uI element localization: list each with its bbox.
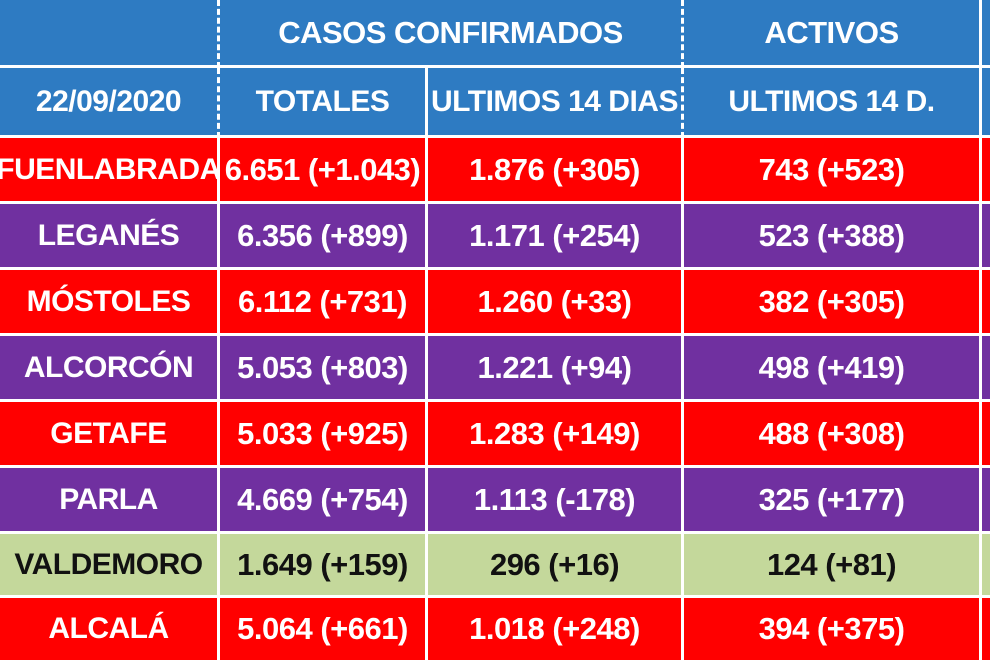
municipality-name: MÓSTOLES: [0, 270, 220, 336]
municipality-name: FUENLABRADA: [0, 138, 220, 204]
totales-value: 6.112 (+731): [220, 270, 428, 336]
totales-value: 6.356 (+899): [220, 204, 428, 270]
header-edge: [982, 68, 990, 138]
activos-value: 523 (+388): [684, 204, 982, 270]
header-active-group: ACTIVOS: [684, 0, 982, 68]
table-row: MÓSTOLES 6.112 (+731) 1.260 (+33) 382 (+…: [0, 270, 990, 336]
municipality-name: GETAFE: [0, 402, 220, 468]
row-edge: [982, 468, 990, 534]
ultimos-14-value: 296 (+16): [428, 534, 684, 598]
ultimos-14-value: 1.221 (+94): [428, 336, 684, 402]
header-row-columns: 22/09/2020 TOTALES ULTIMOS 14 DIAS ULTIM…: [0, 68, 990, 138]
table-row: GETAFE 5.033 (+925) 1.283 (+149) 488 (+3…: [0, 402, 990, 468]
totales-value: 5.053 (+803): [220, 336, 428, 402]
table-row: ALCORCÓN 5.053 (+803) 1.221 (+94) 498 (+…: [0, 336, 990, 402]
table-row: VALDEMORO 1.649 (+159) 296 (+16) 124 (+8…: [0, 534, 990, 598]
header-date: 22/09/2020: [0, 68, 220, 138]
totales-value: 6.651 (+1.043): [220, 138, 428, 204]
row-edge: [982, 336, 990, 402]
municipality-name: ALCALÁ: [0, 598, 220, 663]
row-edge: [982, 270, 990, 336]
totales-value: 4.669 (+754): [220, 468, 428, 534]
table-row: ALCALÁ 5.064 (+661) 1.018 (+248) 394 (+3…: [0, 598, 990, 663]
header-edge: [982, 0, 990, 68]
header-activos-14-d: ULTIMOS 14 D.: [684, 68, 982, 138]
activos-value: 743 (+523): [684, 138, 982, 204]
totales-value: 1.649 (+159): [220, 534, 428, 598]
row-edge: [982, 598, 990, 663]
ultimos-14-value: 1.018 (+248): [428, 598, 684, 663]
ultimos-14-value: 1.283 (+149): [428, 402, 684, 468]
activos-value: 325 (+177): [684, 468, 982, 534]
row-edge: [982, 534, 990, 598]
municipality-name: LEGANÉS: [0, 204, 220, 270]
totales-value: 5.033 (+925): [220, 402, 428, 468]
header-corner: [0, 0, 220, 68]
table-row: PARLA 4.669 (+754) 1.113 (-178) 325 (+17…: [0, 468, 990, 534]
municipality-name: VALDEMORO: [0, 534, 220, 598]
row-edge: [982, 138, 990, 204]
activos-value: 124 (+81): [684, 534, 982, 598]
header-confirmed-group: CASOS CONFIRMADOS: [220, 0, 684, 68]
ultimos-14-value: 1.876 (+305): [428, 138, 684, 204]
totales-value: 5.064 (+661): [220, 598, 428, 663]
activos-value: 488 (+308): [684, 402, 982, 468]
activos-value: 382 (+305): [684, 270, 982, 336]
row-edge: [982, 402, 990, 468]
municipality-name: ALCORCÓN: [0, 336, 220, 402]
activos-value: 498 (+419): [684, 336, 982, 402]
table-row: FUENLABRADA 6.651 (+1.043) 1.876 (+305) …: [0, 138, 990, 204]
table-row: LEGANÉS 6.356 (+899) 1.171 (+254) 523 (+…: [0, 204, 990, 270]
activos-value: 394 (+375): [684, 598, 982, 663]
ultimos-14-value: 1.260 (+33): [428, 270, 684, 336]
row-edge: [982, 204, 990, 270]
municipality-name: PARLA: [0, 468, 220, 534]
header-ultimos-14-dias: ULTIMOS 14 DIAS: [428, 68, 684, 138]
ultimos-14-value: 1.171 (+254): [428, 204, 684, 270]
header-totales: TOTALES: [220, 68, 428, 138]
ultimos-14-value: 1.113 (-178): [428, 468, 684, 534]
header-row-groups: CASOS CONFIRMADOS ACTIVOS: [0, 0, 990, 68]
